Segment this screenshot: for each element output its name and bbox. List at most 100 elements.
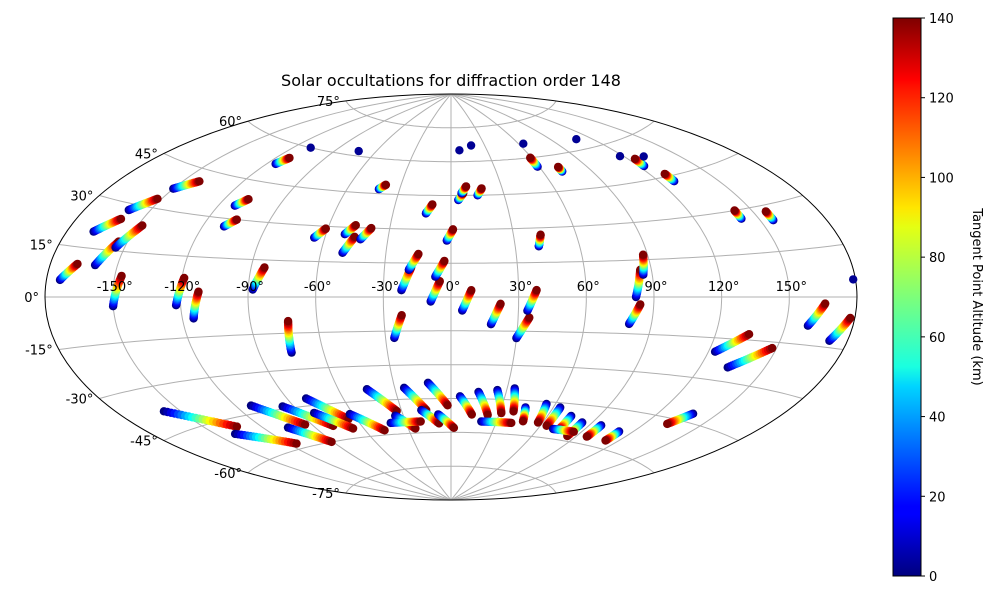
chart-title: Solar occultations for diffraction order… <box>281 71 621 90</box>
occultation-point <box>466 141 476 150</box>
parallel-line <box>345 465 557 494</box>
colorbar-gradient <box>892 17 922 577</box>
occultation-track <box>271 153 294 169</box>
parallel-line <box>247 120 655 163</box>
occultation-track <box>310 224 330 242</box>
occultation-point <box>542 421 551 430</box>
occultation-track <box>474 387 492 420</box>
occultation-point <box>260 263 269 272</box>
occultation-point <box>285 153 294 163</box>
occultation-track <box>542 403 565 430</box>
occultation-point <box>536 230 545 239</box>
latitude-tick-label: 75° <box>317 95 340 110</box>
occultation-point <box>509 407 518 416</box>
occultation-point <box>195 177 204 186</box>
occultation-point <box>232 422 242 431</box>
occultation-point <box>533 418 543 427</box>
occultation-point <box>455 146 464 155</box>
occultation-point <box>448 225 458 234</box>
longitude-tick-label: 120° <box>708 280 739 295</box>
occultation-track <box>421 200 437 218</box>
occultation-track <box>189 287 203 323</box>
occultation-track <box>512 313 534 343</box>
occultation-point <box>483 410 492 420</box>
occultation-track <box>761 207 778 225</box>
occultation-point <box>525 313 534 322</box>
occultation-point <box>321 224 330 233</box>
occultation-track <box>572 135 581 144</box>
occultation-point <box>638 250 648 259</box>
latitude-tick-label: 30° <box>70 190 93 205</box>
occultation-track <box>390 311 406 343</box>
occultation-point <box>639 152 648 161</box>
latitude-tick-label: 45° <box>135 148 158 163</box>
parallel-line <box>58 244 844 264</box>
occultation-point <box>630 154 640 163</box>
longitude-tick-label: 30° <box>509 280 532 295</box>
occultation-point <box>449 423 459 432</box>
occultation-point <box>428 200 437 209</box>
occultation-track <box>417 405 444 428</box>
colorbar-tick-label: 120 <box>929 92 954 107</box>
colorbar-tick-label: 20 <box>929 490 946 505</box>
occultation-point <box>518 417 528 426</box>
occultation-track <box>455 392 476 419</box>
occultation-track <box>630 154 649 171</box>
parallel-line <box>163 398 739 441</box>
occultation-track <box>230 429 301 448</box>
occultation-track <box>278 402 338 431</box>
occultation-track <box>362 385 401 416</box>
occultation-point <box>327 437 336 447</box>
occultation-point <box>443 401 452 410</box>
colorbar-tick-label: 0 <box>929 570 937 585</box>
colorbar-ticks: 0 20 40 60 80 100 120 140 <box>921 12 954 585</box>
occultation-track <box>601 427 624 445</box>
longitude-tick-label: -60° <box>304 280 332 295</box>
occultation-track <box>486 299 505 329</box>
occultation-point <box>116 214 126 224</box>
occultation-track <box>246 401 310 429</box>
occultation-point <box>411 424 420 433</box>
occultation-point <box>601 436 610 445</box>
occultation-track <box>356 223 376 244</box>
occultation-track <box>283 423 336 447</box>
occultation-point <box>153 194 162 203</box>
occultation-track <box>374 180 391 194</box>
parallel-line <box>58 330 844 350</box>
occultation-track <box>639 152 648 161</box>
occultation-point <box>497 408 506 418</box>
longitude-tick-label: -120° <box>164 280 200 295</box>
graticule-grid <box>45 93 857 501</box>
occultation-track <box>309 408 358 433</box>
occultation-track <box>466 141 476 150</box>
occultation-point <box>440 256 449 266</box>
occultation-track <box>354 146 363 156</box>
occultation-point <box>73 259 82 269</box>
occultation-track <box>624 300 645 329</box>
occultation-track <box>457 182 471 198</box>
longitude-tick-label: 90° <box>644 280 667 295</box>
latitude-tick-label: -75° <box>312 487 340 502</box>
latitude-tick-label: -30° <box>66 393 94 408</box>
occultation-point <box>496 299 505 308</box>
occultation-track <box>404 249 423 274</box>
occultation-point <box>615 152 625 161</box>
latitude-tick-label: -15° <box>25 344 53 359</box>
occultation-point <box>553 162 563 172</box>
latitude-tick-label: -60° <box>214 467 242 482</box>
occultation-point <box>663 419 672 429</box>
occultation-track <box>55 259 82 285</box>
occultation-track <box>519 139 528 148</box>
occultation-point <box>354 146 363 156</box>
occultation-track <box>386 417 425 428</box>
occultation-track <box>526 153 542 171</box>
occultation-track <box>473 184 486 200</box>
occultation-track <box>426 277 444 306</box>
longitude-tick-label: 60° <box>577 280 600 295</box>
occultation-track <box>219 215 241 231</box>
occultation-track <box>345 409 389 435</box>
occultation-point <box>351 221 360 230</box>
longitude-tick-label: 0° <box>446 280 461 295</box>
occultation-point <box>519 139 528 148</box>
occultation-point <box>526 153 535 162</box>
